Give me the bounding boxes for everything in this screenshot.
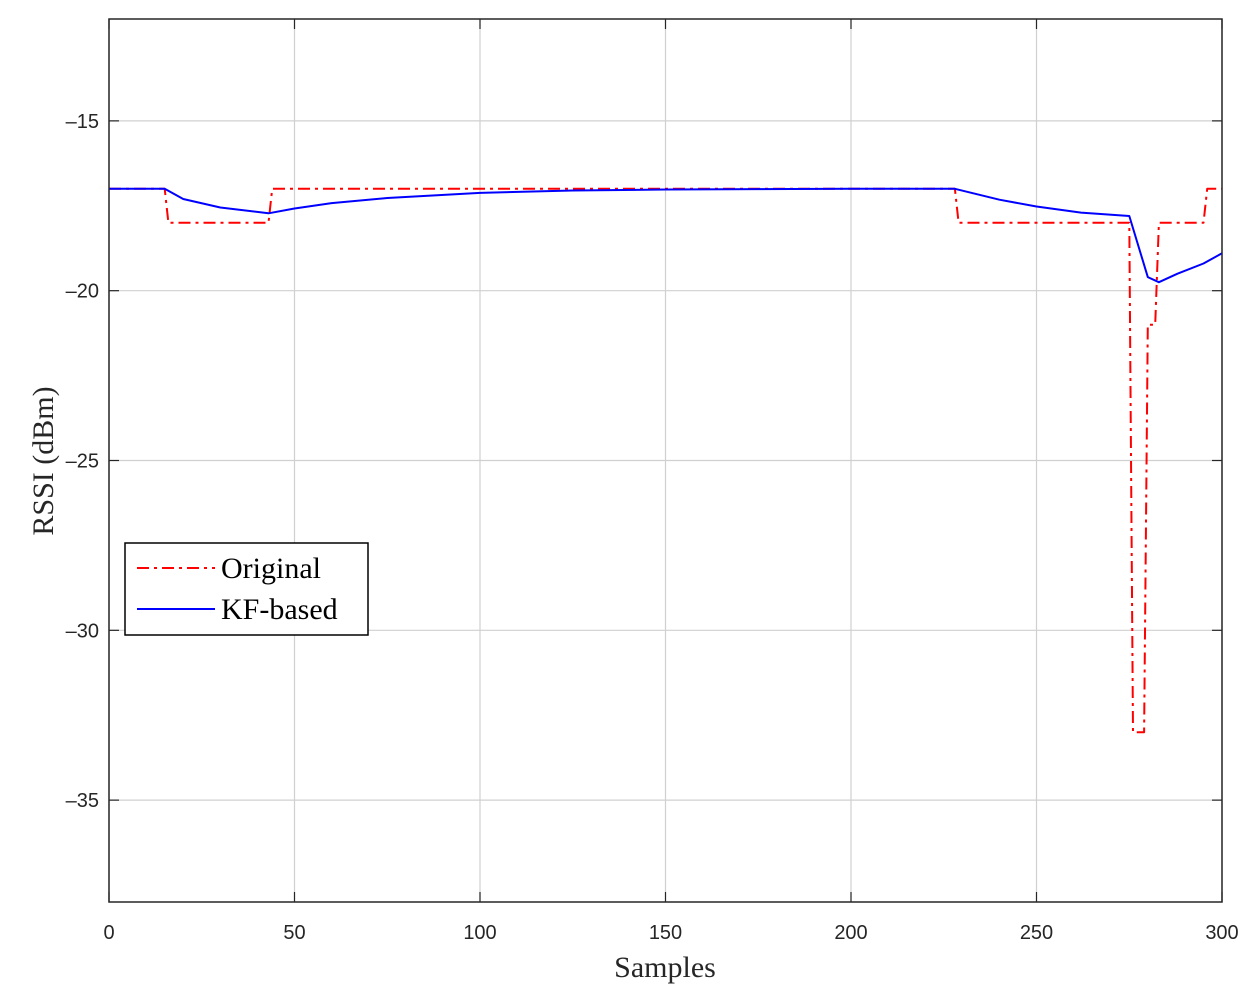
y-tick-label: –15 [66,111,99,133]
y-tick-label: –25 [66,451,99,473]
y-tick-label: –35 [66,790,99,812]
x-tick-label: 250 [1020,922,1053,944]
x-tick-label: 100 [463,922,496,944]
y-tick-label: –20 [66,281,99,303]
y-tick-label: –30 [66,620,99,642]
x-axis-title: Samples [614,951,716,984]
grid [108,19,1223,902]
series-line-kf-based [109,187,1223,284]
axis-ticks: 0 50 100 150 200 250 300 –15 –20 –25 –30 –35 [66,19,1239,944]
x-tick-label: 200 [834,922,867,944]
legend-label-original: Original [221,552,321,585]
series-layer [109,187,1223,734]
x-tick-label: 300 [1205,922,1238,944]
x-tick-label: 150 [649,922,682,944]
x-tick-label: 0 [103,922,114,944]
legend-label-kf-based: KF-based [221,593,338,626]
y-axis-title: RSSI (dBm) [27,386,60,535]
legend: Original KF-based [124,542,369,636]
x-tick-label: 50 [283,922,305,944]
legend-box [124,542,369,636]
